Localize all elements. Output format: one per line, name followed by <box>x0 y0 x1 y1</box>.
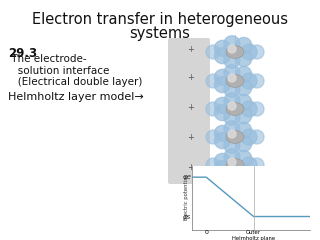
Circle shape <box>224 93 240 109</box>
Text: Electron transfer in heterogeneous: Electron transfer in heterogeneous <box>32 12 288 27</box>
Ellipse shape <box>226 102 244 115</box>
Circle shape <box>214 77 230 93</box>
Circle shape <box>250 102 264 116</box>
Circle shape <box>241 157 257 173</box>
Circle shape <box>214 48 230 64</box>
Circle shape <box>250 45 264 59</box>
Circle shape <box>236 37 252 54</box>
Circle shape <box>241 101 257 117</box>
Circle shape <box>224 52 240 68</box>
Circle shape <box>206 130 220 144</box>
Circle shape <box>228 45 236 53</box>
Circle shape <box>214 40 230 56</box>
Circle shape <box>250 158 264 172</box>
Circle shape <box>236 94 252 110</box>
Circle shape <box>214 69 230 85</box>
Text: systems: systems <box>130 26 190 41</box>
Circle shape <box>224 121 240 137</box>
Circle shape <box>224 36 240 52</box>
Circle shape <box>224 109 240 125</box>
Text: 29.3: 29.3 <box>8 47 37 60</box>
Circle shape <box>241 129 257 145</box>
Text: φs: φs <box>183 214 191 220</box>
Text: +: + <box>188 73 195 83</box>
Circle shape <box>228 158 236 166</box>
Circle shape <box>250 130 264 144</box>
Circle shape <box>228 130 236 138</box>
Circle shape <box>214 125 230 141</box>
Text: Helmholtz layer model→: Helmholtz layer model→ <box>8 92 144 102</box>
Circle shape <box>214 153 230 169</box>
Circle shape <box>224 81 240 97</box>
Circle shape <box>236 66 252 82</box>
FancyBboxPatch shape <box>168 38 210 184</box>
Circle shape <box>206 102 220 116</box>
Circle shape <box>236 122 252 138</box>
Text: The electrode-
   solution interface
   (Electrical double layer): The electrode- solution interface (Elect… <box>8 54 142 87</box>
Ellipse shape <box>226 46 244 59</box>
Text: +: + <box>188 102 195 112</box>
Circle shape <box>228 102 236 110</box>
Ellipse shape <box>226 74 244 88</box>
Circle shape <box>206 74 220 88</box>
Ellipse shape <box>226 158 244 172</box>
Circle shape <box>214 161 230 177</box>
Circle shape <box>236 108 252 124</box>
Circle shape <box>236 80 252 96</box>
Circle shape <box>241 73 257 89</box>
Text: Outer
Helmholtz plane: Outer Helmholtz plane <box>232 230 275 240</box>
Text: +: + <box>188 46 195 54</box>
Circle shape <box>236 164 252 180</box>
Circle shape <box>214 133 230 149</box>
Text: +: + <box>188 163 195 173</box>
Y-axis label: Electric potential: Electric potential <box>184 176 189 220</box>
Circle shape <box>206 158 220 172</box>
Circle shape <box>214 97 230 113</box>
Circle shape <box>224 137 240 153</box>
Circle shape <box>224 149 240 165</box>
Circle shape <box>236 51 252 66</box>
Ellipse shape <box>226 131 244 144</box>
Circle shape <box>228 74 236 82</box>
Circle shape <box>250 74 264 88</box>
Text: φe: φe <box>182 174 191 180</box>
Circle shape <box>224 65 240 81</box>
Circle shape <box>236 136 252 152</box>
Circle shape <box>214 105 230 121</box>
Text: +: + <box>188 132 195 142</box>
Circle shape <box>236 150 252 166</box>
Text: 0: 0 <box>204 230 208 235</box>
Circle shape <box>224 165 240 181</box>
Circle shape <box>241 44 257 60</box>
Circle shape <box>206 45 220 59</box>
